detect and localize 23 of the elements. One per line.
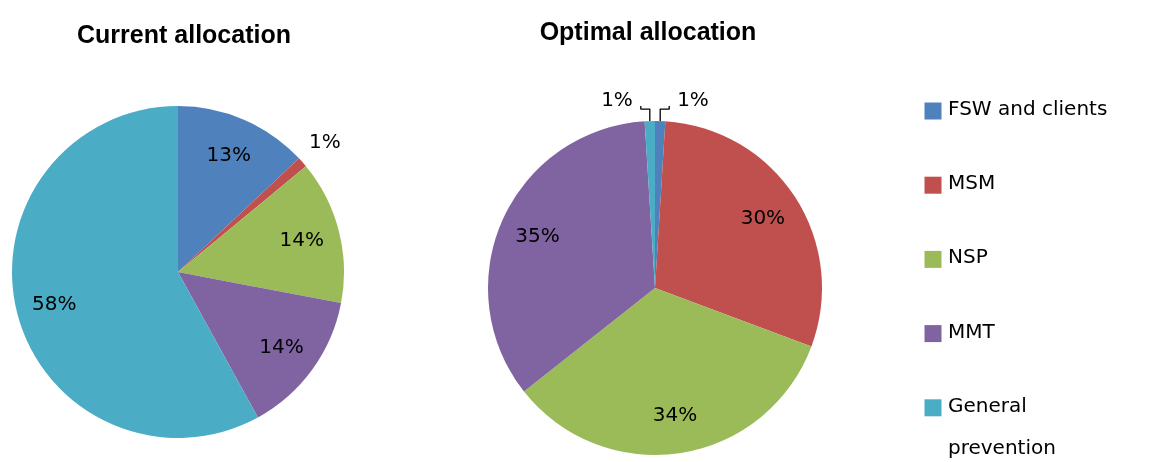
data-label: 58% bbox=[31, 290, 77, 315]
pie-slice bbox=[12, 106, 258, 438]
pie-slice bbox=[523, 288, 812, 455]
data-label: 30% bbox=[740, 205, 786, 230]
data-label: 1% bbox=[309, 129, 341, 154]
legend-label: MMT bbox=[948, 318, 996, 343]
legend-label: MSM bbox=[948, 170, 996, 195]
data-label: 14% bbox=[279, 227, 325, 252]
chart-title: Optimal allocation bbox=[539, 17, 757, 45]
legend-label: NSP bbox=[948, 244, 988, 269]
legend-label: General prevention bbox=[948, 392, 1056, 459]
pie-slice bbox=[178, 272, 342, 418]
legend-label: FSW and clients bbox=[948, 96, 1108, 120]
data-label: 34% bbox=[652, 402, 698, 427]
pie-slice bbox=[655, 121, 822, 347]
data-label: 35% bbox=[515, 222, 560, 247]
data-label: 1% bbox=[677, 87, 709, 112]
data-label: 13% bbox=[206, 141, 251, 166]
pie-slice bbox=[178, 166, 344, 304]
data-label: 14% bbox=[259, 334, 304, 359]
pie-slice bbox=[488, 121, 655, 392]
data-label: 1% bbox=[601, 87, 633, 112]
chart-title: Current allocation bbox=[77, 20, 291, 48]
